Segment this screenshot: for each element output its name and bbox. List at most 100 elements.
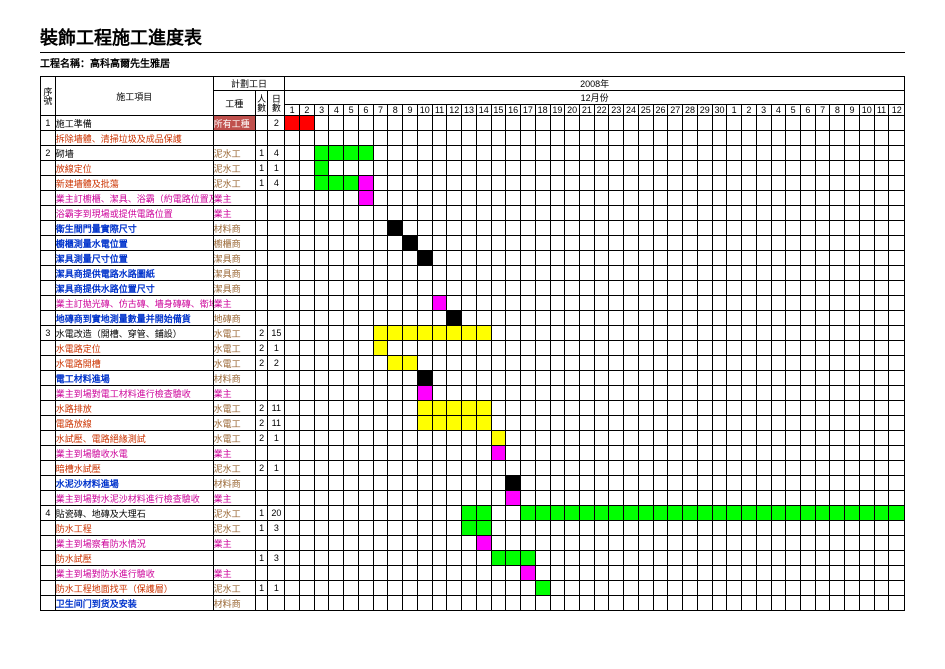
gantt-cell (653, 326, 668, 341)
gantt-cell (506, 461, 521, 476)
gantt-cell (373, 281, 388, 296)
gantt-cell (668, 401, 683, 416)
gantt-cell (447, 566, 462, 581)
gantt-cell (594, 566, 609, 581)
gantt-cell (786, 251, 801, 266)
gantt-cell (653, 581, 668, 596)
gantt-cell (845, 491, 860, 506)
gantt-cell (447, 356, 462, 371)
gantt-cell (285, 356, 300, 371)
seq-cell (41, 446, 56, 461)
gantt-cell (653, 386, 668, 401)
gantt-cell (491, 206, 506, 221)
gantt-cell (786, 176, 801, 191)
gantt-cell (609, 416, 624, 431)
gantt-cell (329, 401, 344, 416)
gantt-cell (624, 446, 639, 461)
crew-cell: 水電工 (213, 356, 255, 371)
gantt-cell (889, 371, 905, 386)
gantt-cell (285, 476, 300, 491)
gantt-cell (506, 521, 521, 536)
people-cell (255, 281, 268, 296)
gantt-cell (889, 251, 905, 266)
gantt-cell (742, 221, 757, 236)
gantt-cell (771, 131, 786, 146)
gantt-cell (668, 326, 683, 341)
gantt-cell (668, 521, 683, 536)
gantt-cell (683, 461, 698, 476)
gantt-cell (285, 251, 300, 266)
gantt-cell (638, 461, 653, 476)
gantt-cell (476, 416, 491, 431)
gantt-cell (668, 446, 683, 461)
gantt-cell (344, 461, 359, 476)
gantt-cell (300, 551, 315, 566)
gantt-cell (815, 311, 830, 326)
gantt-cell (565, 266, 580, 281)
gantt-cell (815, 251, 830, 266)
gantt-cell (594, 116, 609, 131)
gantt-cell (535, 446, 550, 461)
gantt-cell (653, 371, 668, 386)
gantt-cell (491, 491, 506, 506)
gantt-cell (697, 476, 712, 491)
table-row: 電路放線水電工211 (41, 416, 905, 431)
gantt-cell (845, 116, 860, 131)
gantt-cell (358, 176, 373, 191)
gantt-cell (624, 386, 639, 401)
gantt-cell (609, 161, 624, 176)
gantt-cell (800, 116, 815, 131)
gantt-cell (653, 131, 668, 146)
people-cell: 1 (255, 551, 268, 566)
gantt-cell (476, 296, 491, 311)
gantt-cell (845, 341, 860, 356)
gantt-cell (462, 341, 477, 356)
gantt-cell (756, 566, 771, 581)
gantt-cell (506, 146, 521, 161)
gantt-cell (845, 311, 860, 326)
seq-cell (41, 536, 56, 551)
hdr-day: 1 (285, 105, 300, 116)
gantt-cell (668, 506, 683, 521)
gantt-cell (609, 236, 624, 251)
seq-cell (41, 521, 56, 536)
gantt-cell (300, 266, 315, 281)
gantt-cell (683, 341, 698, 356)
gantt-cell (358, 341, 373, 356)
task-cell: 施工準備 (55, 116, 213, 131)
gantt-cell (506, 176, 521, 191)
gantt-cell (314, 521, 329, 536)
hdr-day: 25 (638, 105, 653, 116)
gantt-cell (800, 581, 815, 596)
gantt-cell (550, 446, 565, 461)
gantt-cell (638, 281, 653, 296)
table-row: 櫥櫃測量水電位置櫥櫃商 (41, 236, 905, 251)
gantt-cell (594, 356, 609, 371)
days-cell: 3 (268, 521, 285, 536)
gantt-cell (417, 461, 432, 476)
gantt-cell (874, 461, 889, 476)
days-cell (268, 131, 285, 146)
gantt-cell (845, 161, 860, 176)
gantt-cell (285, 266, 300, 281)
table-row: 業主訂櫥櫃、潔具、浴霸（約電路位置及水路位置圖）業主 (41, 191, 905, 206)
gantt-cell (521, 596, 536, 611)
gantt-cell (417, 356, 432, 371)
gantt-cell (403, 356, 418, 371)
gantt-cell (521, 191, 536, 206)
hdr-day: 21 (579, 105, 594, 116)
gantt-cell (683, 251, 698, 266)
gantt-cell (771, 146, 786, 161)
gantt-cell (771, 161, 786, 176)
gantt-cell (432, 356, 447, 371)
gantt-cell (889, 191, 905, 206)
gantt-cell (579, 116, 594, 131)
gantt-cell (388, 596, 403, 611)
gantt-cell (462, 146, 477, 161)
gantt-cell (403, 551, 418, 566)
gantt-cell (314, 326, 329, 341)
gantt-cell (314, 161, 329, 176)
gantt-cell (624, 221, 639, 236)
gantt-cell (462, 416, 477, 431)
crew-cell: 所有工種 (213, 116, 255, 131)
